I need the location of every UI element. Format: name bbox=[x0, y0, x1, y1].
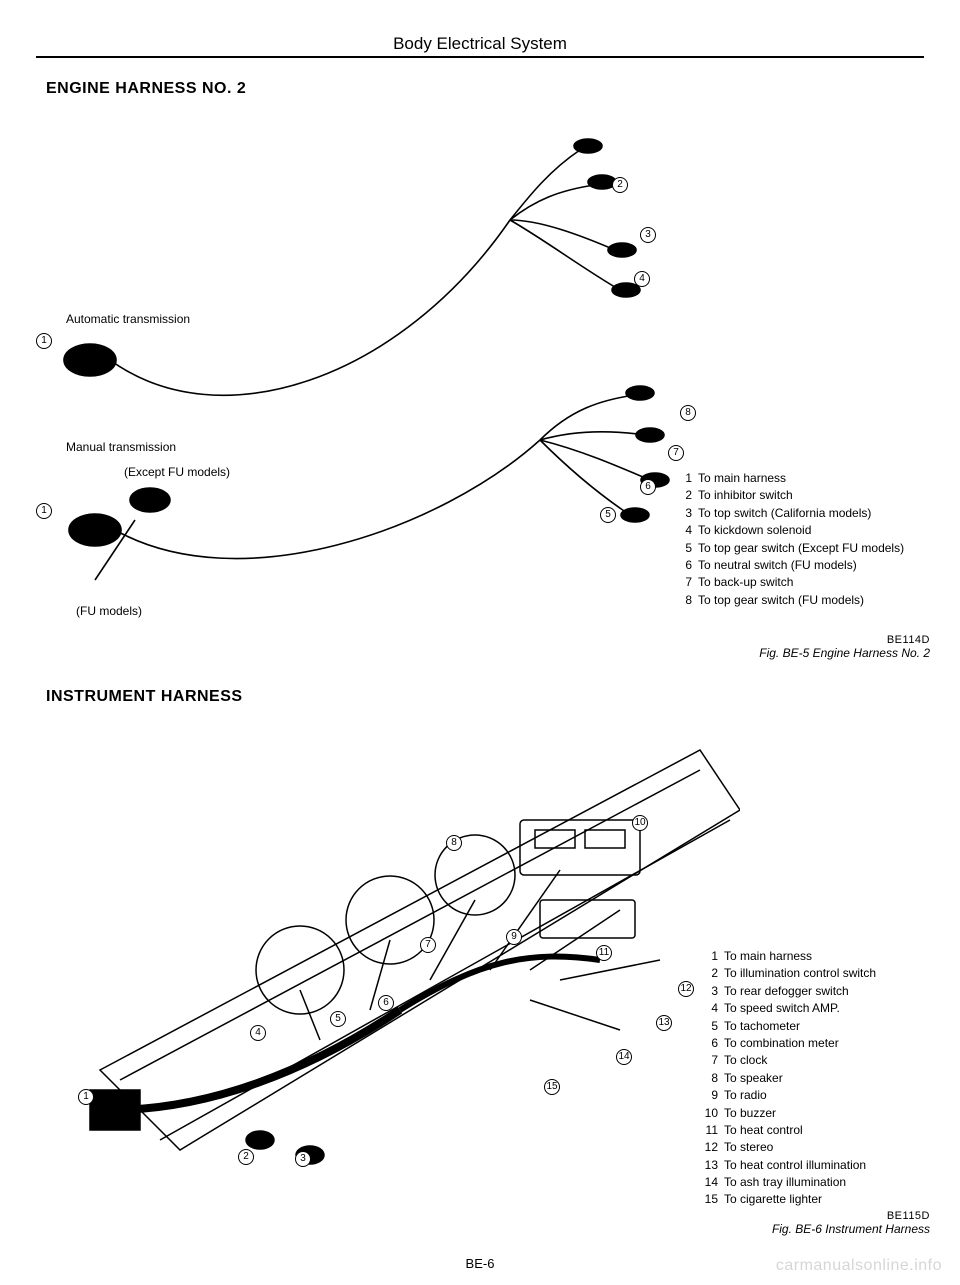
callout-engine-8: 8 bbox=[680, 405, 696, 421]
callout-engine-3: 3 bbox=[640, 227, 656, 243]
engine-heading: ENGINE HARNESS NO. 2 bbox=[46, 80, 246, 98]
engine-fig-caption: BE114D Fig. BE-5 Engine Harness No. 2 bbox=[660, 634, 930, 660]
callout-instr-9: 9 bbox=[506, 929, 522, 945]
instrument-legend: 1To main harness 2To illumination contro… bbox=[702, 948, 942, 1209]
callout-engine-6: 6 bbox=[640, 479, 656, 495]
fu-models-label: (FU models) bbox=[76, 604, 142, 618]
callout-engine-5: 5 bbox=[600, 507, 616, 523]
except-fu-label: (Except FU models) bbox=[124, 465, 230, 479]
callout-instr-8: 8 bbox=[446, 835, 462, 851]
callout-instr-14: 14 bbox=[616, 1049, 632, 1065]
callout-instr-11: 11 bbox=[596, 945, 612, 961]
manual-trans-label: Manual transmission bbox=[66, 440, 176, 454]
instrument-heading: INSTRUMENT HARNESS bbox=[46, 688, 243, 706]
callout-instr-10: 10 bbox=[632, 815, 648, 831]
callout-instr-3: 3 bbox=[295, 1151, 311, 1167]
callout-instr-1: 1 bbox=[78, 1089, 94, 1105]
callout-engine-1a: 1 bbox=[36, 333, 52, 349]
callout-engine-2: 2 bbox=[612, 177, 628, 193]
instrument-harness-diagram bbox=[60, 710, 740, 1200]
callout-instr-4: 4 bbox=[250, 1025, 266, 1041]
auto-trans-label: Automatic transmission bbox=[66, 312, 190, 326]
callout-instr-12: 12 bbox=[678, 981, 694, 997]
callout-instr-7: 7 bbox=[420, 937, 436, 953]
header-rule bbox=[36, 56, 924, 58]
callout-instr-2: 2 bbox=[238, 1149, 254, 1165]
callout-engine-7: 7 bbox=[668, 445, 684, 461]
callout-engine-4: 4 bbox=[634, 271, 650, 287]
callout-instr-6: 6 bbox=[378, 995, 394, 1011]
engine-harness-diagram bbox=[40, 100, 680, 640]
callout-instr-5: 5 bbox=[330, 1011, 346, 1027]
watermark: carmanualsonline.info bbox=[776, 1257, 942, 1275]
callout-instr-15: 15 bbox=[544, 1079, 560, 1095]
instrument-fig-caption: BE115D Fig. BE-6 Instrument Harness bbox=[660, 1210, 930, 1236]
page-title: Body Electrical System bbox=[0, 34, 960, 54]
callout-engine-1b: 1 bbox=[36, 503, 52, 519]
callout-instr-13: 13 bbox=[656, 1015, 672, 1031]
engine-legend: 1To main harness 2To inhibitor switch 3T… bbox=[676, 470, 936, 609]
